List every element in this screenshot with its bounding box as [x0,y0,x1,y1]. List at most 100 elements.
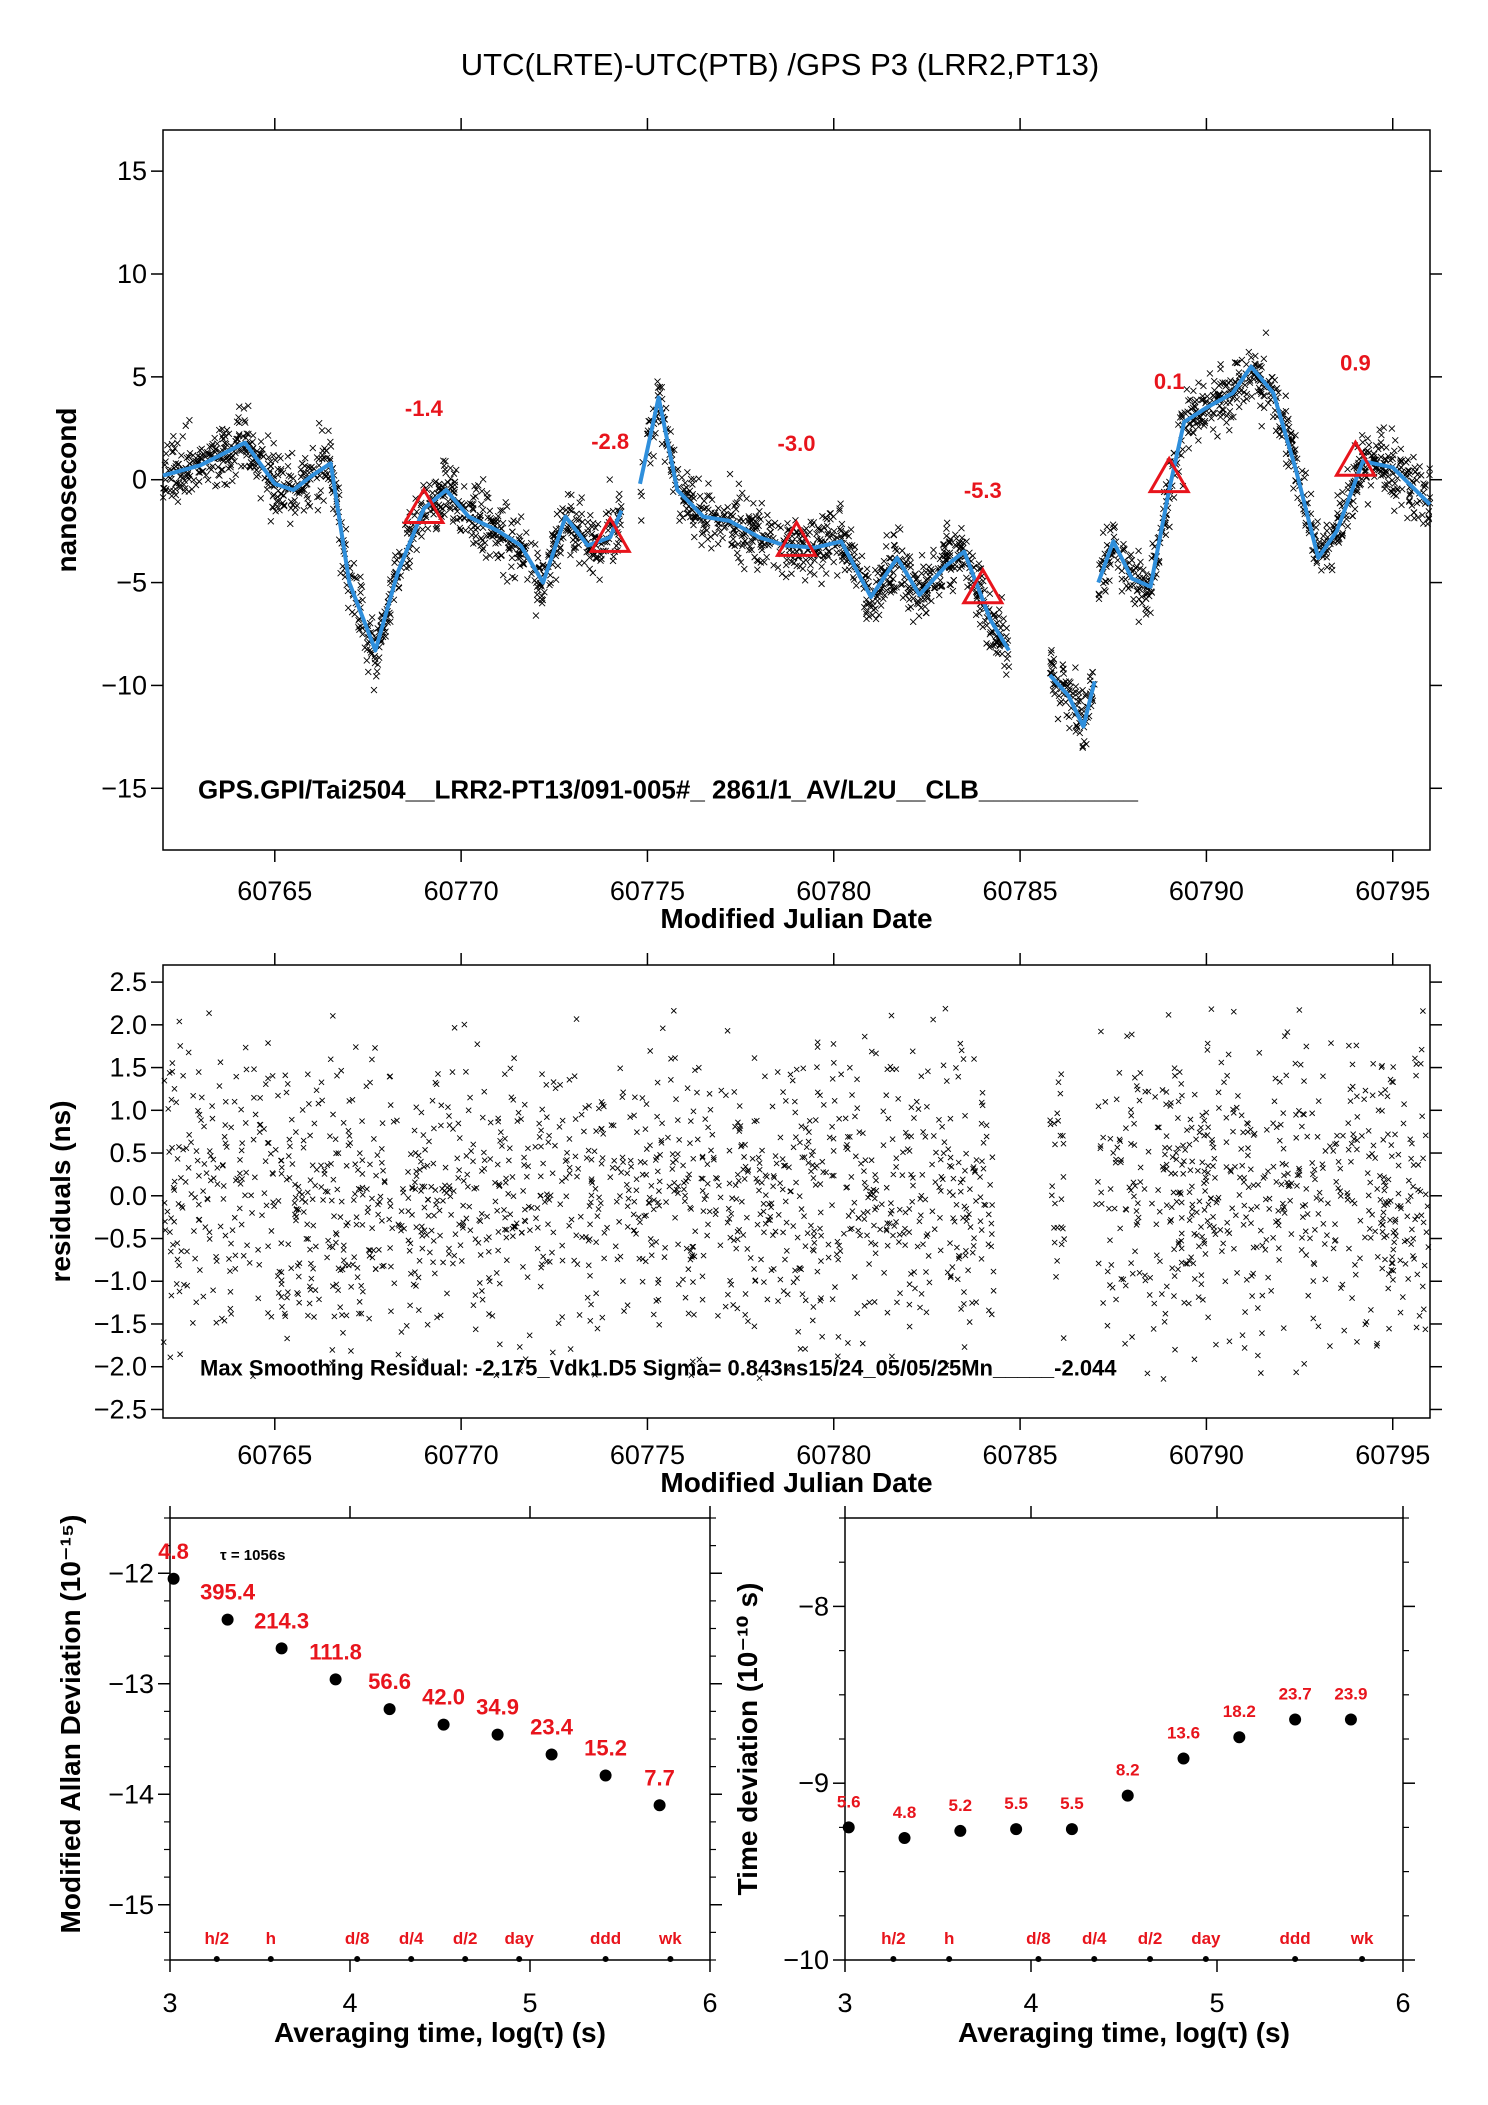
residual-point [334,1072,340,1079]
residual-point [1335,1158,1342,1165]
residual-point [251,1066,257,1073]
data-point [830,528,838,535]
residual-point [1244,1128,1251,1135]
data-point [880,557,888,565]
residual-point [685,1310,692,1317]
data-point [1126,582,1134,589]
residual-point [1203,1109,1210,1116]
interval-dot [1147,1956,1154,1962]
residual-point [1163,1133,1170,1140]
data-point [1282,460,1290,468]
data-point [479,546,486,554]
data-point [1089,668,1096,676]
residual-point [1047,1117,1054,1124]
residual-point [1156,1208,1163,1215]
data-point [852,582,860,589]
residual-point [450,1188,457,1195]
residual-point [1169,1265,1176,1272]
data-point [185,453,193,461]
residual-point [299,1191,306,1198]
data-point [768,521,775,529]
residual-point [1320,1073,1326,1080]
triangle-marker [1333,439,1378,477]
residual-point [1390,1229,1397,1236]
residual-point [1299,1214,1306,1221]
data-point [211,434,219,442]
residual-point [460,1202,467,1209]
residual-point [412,1179,418,1186]
residual-point [906,1206,913,1212]
residual-point [521,1101,528,1108]
residual-point [1060,1335,1067,1342]
data-point [992,638,1000,646]
data-point [964,583,971,591]
residual-point [792,1134,799,1141]
residual-point [1162,1151,1168,1158]
data-point [527,539,535,547]
residual-point [386,1073,393,1080]
residual-point [233,1073,240,1080]
data-point [752,522,760,530]
data-point [1262,329,1270,336]
residual-point [259,1212,265,1219]
residual-point [431,1212,437,1219]
residual-point [1345,1146,1352,1153]
residual-point [601,1255,608,1262]
data-point [468,531,476,539]
residual-point [563,1175,569,1181]
residual-point [1310,1278,1317,1284]
residual-point [1224,1072,1231,1079]
data-point [896,526,904,533]
residual-point [347,1140,354,1146]
residual-point [352,1191,358,1197]
residual-point [830,1135,837,1142]
residual-point [1353,1093,1360,1100]
residual-point [171,1085,178,1092]
residual-point [583,1155,590,1161]
data-point [1272,427,1280,435]
residual-point [970,1243,977,1249]
data-point [676,510,684,517]
residual-point [738,1198,745,1205]
residual-point [681,1198,688,1205]
data-point [587,511,594,519]
residual-point [620,1159,627,1166]
residual-point [613,1198,620,1205]
residual-point [455,1175,462,1181]
data-point [296,488,303,495]
residual-point [287,1143,293,1150]
data-point [251,464,258,471]
residual-point [1259,1292,1266,1299]
data-point [890,587,898,594]
residual-point [1390,1064,1397,1070]
residual-point [637,1158,644,1165]
residual-point [1187,1116,1194,1123]
data-point [1226,407,1234,415]
residual-point [988,1311,995,1318]
x-tick-label: 4 [342,1988,357,2018]
data-point [637,517,645,524]
residual-point [1253,1244,1260,1251]
residual-point [980,1165,987,1172]
data-point [1388,425,1396,432]
residual-point [1196,1129,1203,1136]
residual-point [359,1191,366,1198]
residual-point [1298,1247,1305,1253]
residual-point [210,1175,217,1182]
data-point [724,503,732,511]
data-point [1050,655,1058,663]
data-point [1265,399,1272,407]
residual-point [1136,1269,1143,1276]
residual-point [817,1225,823,1232]
data-point [1185,444,1193,452]
data-point [205,451,212,459]
residual-point [751,1055,758,1061]
residual-point [566,1076,573,1083]
residual-point [1058,1196,1065,1203]
residual-point [175,1200,182,1207]
residual-point [1419,1113,1426,1120]
data-point [822,570,830,577]
residual-point [532,1143,539,1150]
deviation-label: 23.7 [1279,1685,1312,1704]
